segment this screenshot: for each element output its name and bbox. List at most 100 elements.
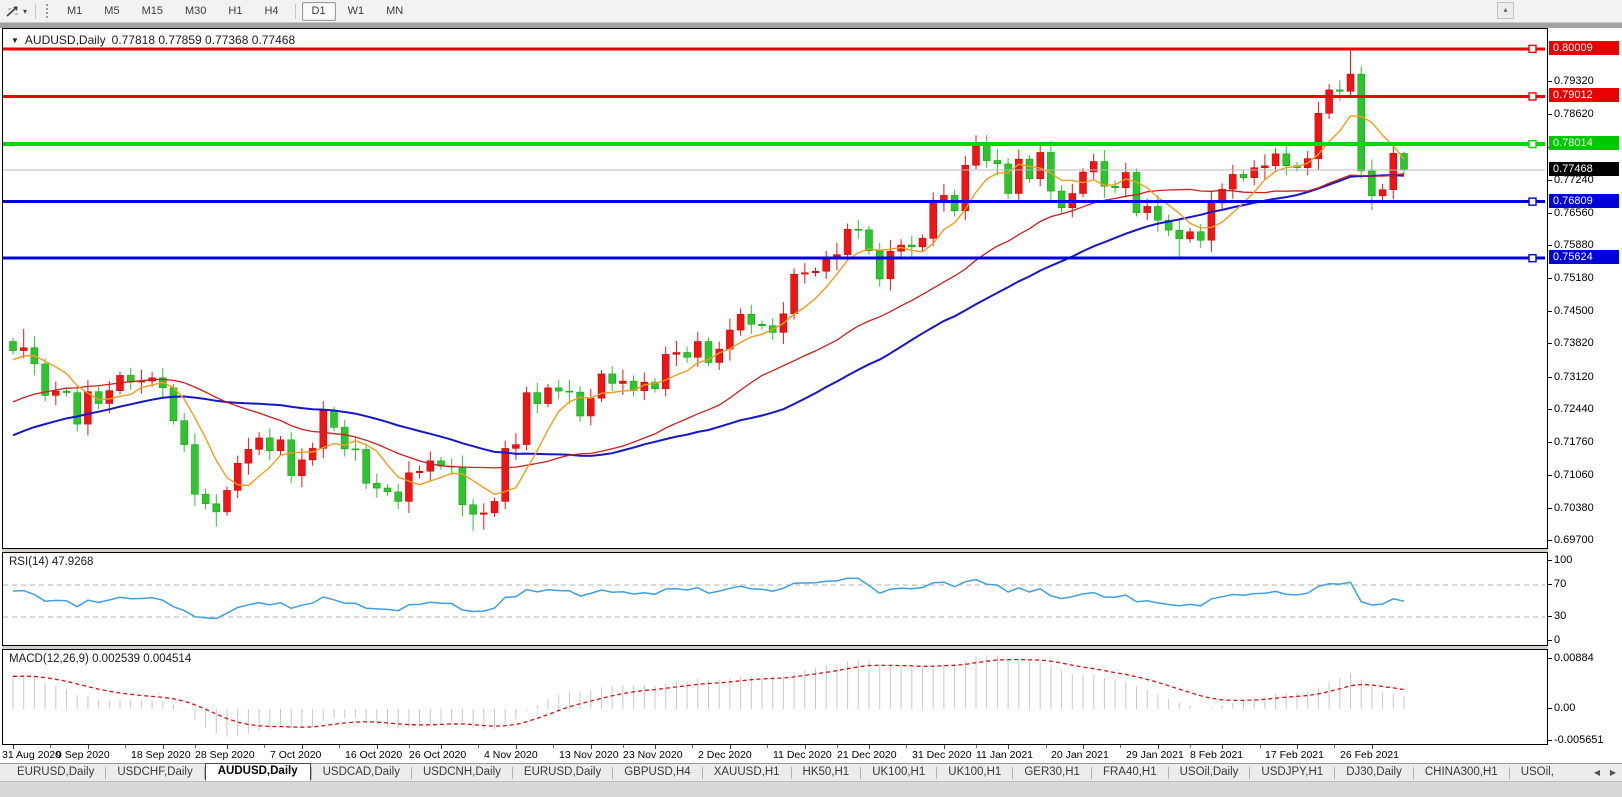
- chart-tab-bar: EURUSD,Daily USDCHF,Daily AUDUSD,Daily USDC…: [0, 762, 1622, 781]
- candle-body: [19, 347, 28, 351]
- line-handle[interactable]: [1528, 197, 1537, 206]
- timeframe-button-h1[interactable]: H1: [228, 4, 243, 17]
- chart-tab-usoil[interactable]: USOil,: [1520, 766, 1554, 778]
- timeframe-button-m15[interactable]: M15: [141, 4, 163, 17]
- line-handle[interactable]: [1528, 92, 1537, 101]
- price-tick-label: 0.70380: [1554, 502, 1594, 514]
- chart-tab-fra40-h1[interactable]: FRA40,H1: [1102, 766, 1157, 778]
- chart-symbol: AUDUSD,Daily: [24, 33, 106, 47]
- date-tick: [805, 745, 806, 749]
- cursor-tool-icon[interactable]: [4, 3, 22, 19]
- date-tick: [869, 745, 870, 749]
- candle-body: [169, 387, 178, 421]
- candle-body: [811, 271, 820, 273]
- date-tick: [516, 745, 517, 749]
- line-handle[interactable]: [1528, 254, 1537, 263]
- date-tick-minor: [1046, 745, 1047, 748]
- timeframe-button-d1[interactable]: D1: [301, 1, 336, 21]
- candle-body: [394, 491, 402, 502]
- chart-tab-uk100-h1[interactable]: UK100,H1: [948, 766, 1002, 778]
- tab-separator: [511, 766, 513, 779]
- candle-body: [790, 273, 798, 315]
- candle-body: [672, 352, 681, 355]
- candle-body: [1314, 113, 1323, 159]
- timeframe-button-mn[interactable]: MN: [386, 4, 404, 17]
- price-tick-label: 0.73820: [1554, 337, 1594, 349]
- price-tick-label: 0.71760: [1554, 436, 1594, 448]
- pane-separator[interactable]: [2, 646, 1548, 649]
- pane-separator[interactable]: [2, 549, 1548, 552]
- date-tick-minor: [976, 745, 977, 748]
- chart-tab-hk50-h1[interactable]: HK50,H1: [802, 766, 850, 778]
- date-label: 26 Oct 2020: [409, 749, 467, 761]
- chart-tab-usdchf-daily[interactable]: USDCHF,Daily: [117, 766, 193, 778]
- chart-tab-usdcnh-daily[interactable]: USDCNH,Daily: [422, 766, 501, 778]
- candle-body: [9, 341, 17, 351]
- toolbar-grip[interactable]: [46, 4, 51, 18]
- chart-tab-eurusd-daily[interactable]: EURUSD,Daily: [17, 766, 95, 778]
- timeframe-button-m5[interactable]: M5: [104, 4, 120, 17]
- timeframe-button-m30[interactable]: M30: [184, 4, 207, 17]
- chart-tab-eurusd-daily[interactable]: EURUSD,Daily: [523, 766, 602, 778]
- chart-tab-usoil-daily[interactable]: USOil,Daily: [1179, 766, 1239, 778]
- line-handle[interactable]: [1528, 44, 1537, 54]
- macd-signal-line: [12, 658, 1405, 728]
- tab-scroll: ◀ ▶: [1590, 766, 1620, 780]
- line-handle[interactable]: [1528, 139, 1537, 149]
- toolbar-overflow-button[interactable]: ▴: [1497, 2, 1514, 19]
- candle-body: [490, 501, 499, 514]
- chart-title-dropdown-icon[interactable]: ▼: [11, 35, 19, 45]
- chart-tab-china300-h1[interactable]: CHINA300,H1: [1424, 766, 1498, 778]
- chart-tab-gbpusd-h4[interactable]: GBPUSD,H4: [624, 766, 691, 778]
- ma-25-line[interactable]: [12, 172, 1405, 469]
- chart-tab-audusd-daily[interactable]: AUDUSD,Daily: [204, 762, 311, 781]
- date-tick: [944, 745, 945, 749]
- cursor-tool-dropdown-icon[interactable]: ▾: [23, 6, 28, 16]
- timeframe-button-w1[interactable]: W1: [347, 4, 365, 17]
- date-label: 2 Dec 2020: [698, 749, 752, 761]
- date-tick-minor: [264, 745, 265, 748]
- date-axis[interactable]: 31 Aug 2020 9 Sep 2020 18 Sep 2020 28 Sep 2…: [0, 745, 1622, 763]
- price-tick-label: 0.73120: [1554, 371, 1594, 383]
- candle-body: [565, 390, 574, 393]
- candle-body: [84, 391, 92, 425]
- ma-6-line[interactable]: [12, 115, 1405, 496]
- candle-body: [1196, 231, 1205, 241]
- tab-separator: [612, 766, 614, 779]
- price-badge: 0.78014: [1549, 136, 1619, 150]
- chart-tab-usdcad-daily[interactable]: USDCAD,Daily: [322, 766, 400, 778]
- timeframe-buttons: M1 M5 M15 M30 H1 H4 D1 W1 MN: [56, 1, 414, 21]
- candle-body: [276, 439, 285, 452]
- axis-tick: [1548, 508, 1552, 509]
- candlestick-chart[interactable]: [3, 29, 1545, 546]
- chart-tab-ger30-h1[interactable]: GER30,H1: [1024, 766, 1080, 778]
- candle-body: [886, 250, 895, 280]
- tab-scroll-left-icon[interactable]: ◀: [1593, 768, 1601, 777]
- candle-body: [223, 490, 231, 513]
- chart-tab-xauusd-h1[interactable]: XAUUSD,H1: [713, 766, 780, 778]
- timeframe-button-h4[interactable]: H4: [264, 4, 279, 17]
- date-label: 4 Nov 2020: [484, 749, 538, 761]
- ma-40-line[interactable]: [12, 174, 1405, 457]
- main-chart-pane[interactable]: ▼ AUDUSD,Daily 0.77818 0.77859 0.77368 0…: [2, 28, 1548, 549]
- axis-tick: [1548, 377, 1552, 378]
- candle-body: [180, 420, 188, 445]
- candle-body: [694, 341, 702, 358]
- macd-tick-label: -0.005651: [1554, 734, 1604, 746]
- macd-pane[interactable]: MACD(12,26,9) 0.002539 0.004514: [2, 649, 1548, 745]
- price-axis[interactable]: 0.793200.786200.779400.772400.765600.758…: [1548, 28, 1622, 763]
- date-label: 18 Sep 2020: [131, 749, 191, 761]
- candle-body: [865, 229, 873, 252]
- date-tick-minor: [906, 745, 907, 748]
- tab-scroll-right-icon[interactable]: ▶: [1609, 768, 1617, 777]
- axis-tick: [1548, 475, 1552, 476]
- timeframe-button-m1[interactable]: M1: [67, 4, 83, 17]
- price-tick-label: 0.74500: [1554, 305, 1594, 317]
- candle-body: [843, 229, 852, 255]
- rsi-pane[interactable]: RSI(14) 47.9268: [2, 552, 1548, 646]
- axis-tick: [1548, 708, 1552, 709]
- chart-tab-dj30-daily[interactable]: DJ30,Daily: [1346, 766, 1402, 778]
- tab-separator: [701, 766, 703, 779]
- chart-tab-uk100-h1[interactable]: UK100,H1: [872, 766, 926, 778]
- chart-tab-usdjpy-h1[interactable]: USDJPY,H1: [1261, 766, 1324, 778]
